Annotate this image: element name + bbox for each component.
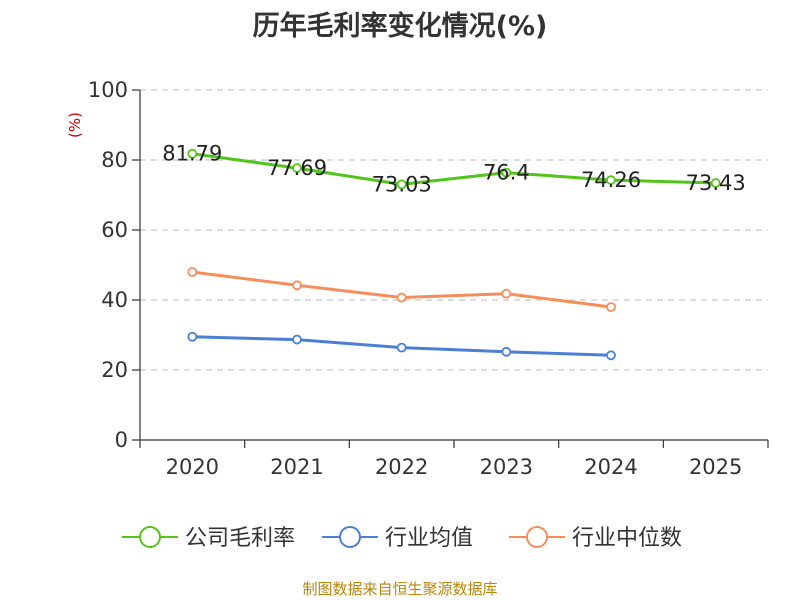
data-point xyxy=(710,178,721,188)
data-point xyxy=(501,288,512,299)
data-point xyxy=(396,342,407,353)
y-tick-label: 20 xyxy=(101,358,128,382)
data-point xyxy=(396,292,407,303)
series-line xyxy=(192,152,716,186)
data-point xyxy=(187,148,198,159)
data-label: 76.4 xyxy=(483,161,530,185)
data-point xyxy=(187,267,198,277)
data-label: 81.79 xyxy=(162,142,222,166)
legend-marker xyxy=(139,526,161,548)
y-tick-label: 80 xyxy=(101,148,128,172)
data-point xyxy=(292,163,302,173)
data-point xyxy=(606,175,616,185)
data-point xyxy=(606,350,616,361)
x-tick-label: 2025 xyxy=(689,455,742,479)
chart-title: 历年毛利率变化情况(%) xyxy=(252,11,548,42)
data-source-note: 制图数据来自恒生聚源数据库 xyxy=(302,580,498,598)
y-tick-label: 100 xyxy=(88,78,128,102)
data-point xyxy=(396,179,407,190)
y-tick-label: 60 xyxy=(101,218,128,242)
data-point xyxy=(501,346,512,357)
data-point xyxy=(292,280,302,291)
data-point xyxy=(187,331,198,342)
y-axis-unit-label: (%) xyxy=(66,112,84,138)
x-tick-label: 2021 xyxy=(270,455,323,479)
data-point xyxy=(292,334,302,345)
x-tick-label: 2020 xyxy=(166,455,219,479)
data-point xyxy=(501,167,512,178)
y-tick-label: 40 xyxy=(101,288,128,312)
legend-label: 公司毛利率 xyxy=(185,526,295,551)
legend-marker xyxy=(339,526,361,548)
x-tick-label: 2024 xyxy=(584,455,637,479)
legend-marker xyxy=(526,526,548,548)
data-point xyxy=(606,302,616,312)
y-tick-label: 0 xyxy=(115,428,128,452)
x-tick-label: 2023 xyxy=(480,455,533,479)
data-label: 73.03 xyxy=(372,172,432,196)
x-tick-label: 2022 xyxy=(375,455,428,479)
legend-label: 行业中位数 xyxy=(572,526,682,551)
data-label: 77.69 xyxy=(267,156,327,180)
data-label: 74.26 xyxy=(581,168,641,192)
data-label: 73.43 xyxy=(686,171,746,195)
legend-label: 行业均值 xyxy=(385,526,473,551)
